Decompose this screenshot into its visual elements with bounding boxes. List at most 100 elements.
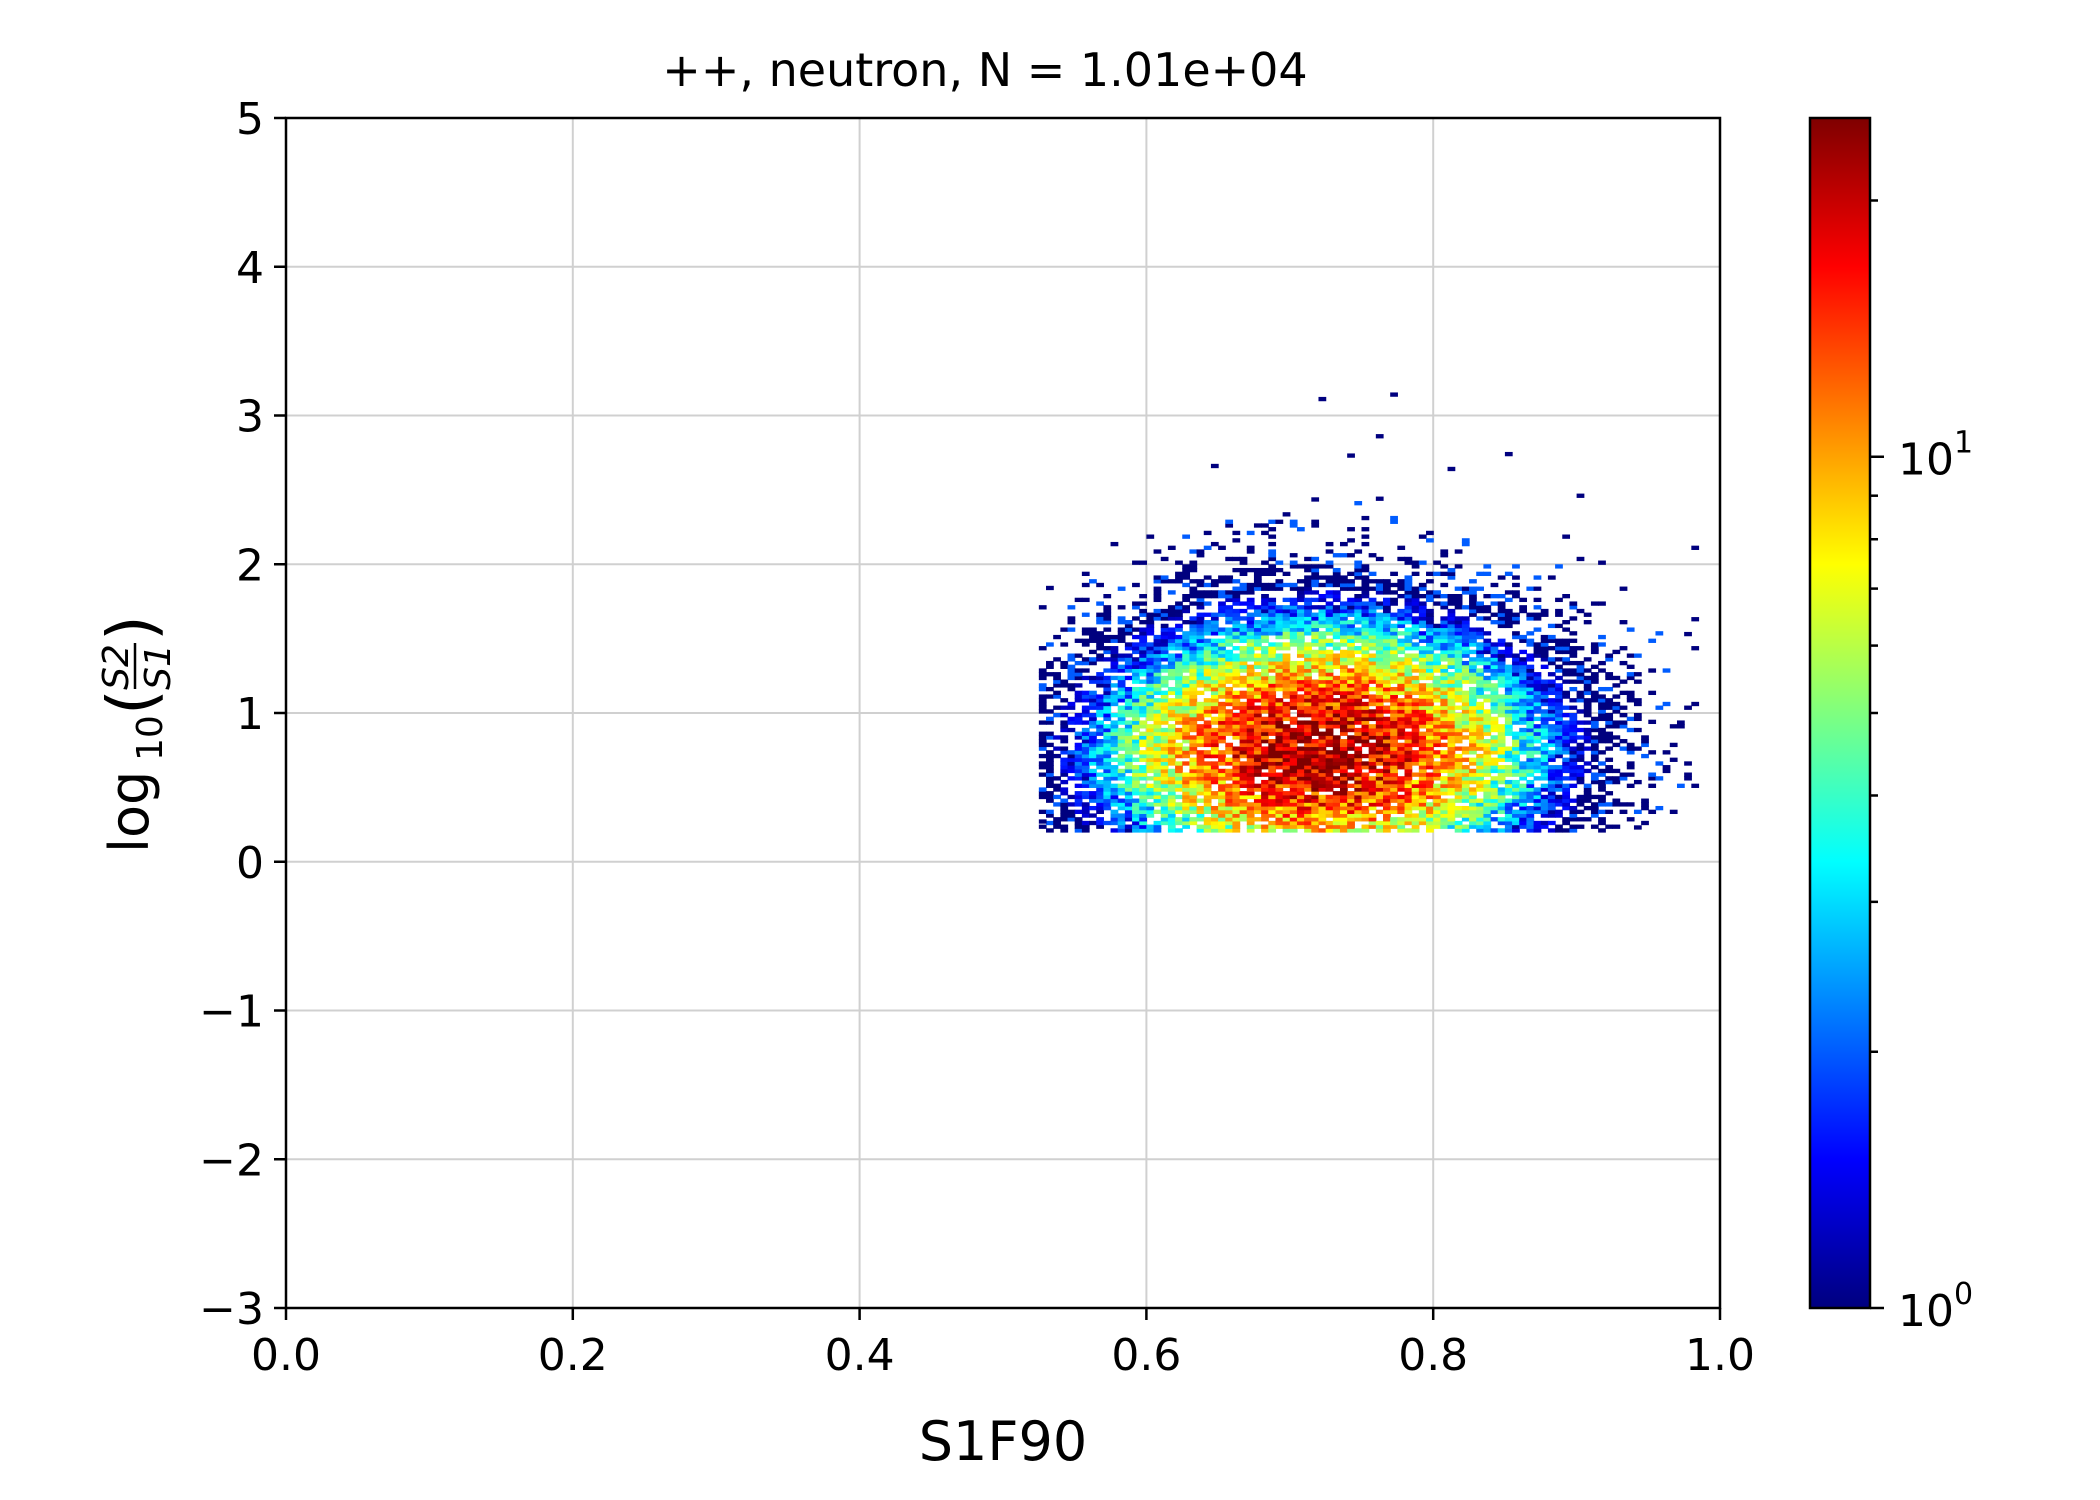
heatmap-cell: [1038, 753, 1047, 759]
heatmap-cell: [1282, 597, 1291, 603]
heatmap-cell: [1268, 631, 1277, 636]
heatmap-cell: [1526, 586, 1535, 591]
heatmap-cell: [1132, 746, 1140, 751]
heatmap-cell: [1210, 820, 1219, 826]
heatmap-cell: [1562, 783, 1571, 788]
heatmap-cell: [1426, 616, 1434, 621]
heatmap-cell: [1454, 776, 1463, 781]
heatmap-cell: [1196, 623, 1205, 629]
heatmap-cell: [1469, 794, 1477, 800]
heatmap-cell: [1555, 813, 1563, 818]
heatmap-cell: [1526, 653, 1535, 658]
heatmap-cell: [1368, 597, 1377, 603]
heatmap-cell: [1239, 701, 1248, 707]
heatmap-cell: [1225, 757, 1234, 762]
heatmap-cell: [1519, 802, 1528, 807]
heatmap-cell: [1433, 750, 1441, 755]
heatmap-cell: [1210, 698, 1219, 703]
heatmap-cell: [1253, 705, 1262, 710]
x-tick-label: 0.6: [1111, 1330, 1181, 1381]
heatmap-cell: [1555, 713, 1563, 718]
heatmap-cell: [1339, 627, 1348, 632]
heatmap-cell: [1512, 653, 1520, 658]
heatmap-cell: [1096, 642, 1104, 647]
heatmap-cell: [1576, 779, 1585, 785]
heatmap-cell: [1411, 620, 1420, 625]
heatmap-cell: [1411, 724, 1420, 729]
heatmap-cell: [1547, 634, 1556, 640]
heatmap-cell: [1497, 787, 1506, 792]
heatmap-cell: [1562, 694, 1571, 699]
heatmap-cell: [1469, 679, 1477, 684]
heatmap-cell: [1060, 739, 1069, 744]
heatmap-cell: [1397, 817, 1406, 822]
heatmap-cell: [1253, 765, 1262, 770]
heatmap-cell: [1103, 750, 1112, 755]
heatmap-cell: [1304, 653, 1312, 658]
heatmap-cell: [1117, 653, 1126, 658]
heatmap-cell: [1261, 809, 1269, 815]
heatmap-cell: [1562, 690, 1571, 696]
heatmap-cell: [1418, 638, 1427, 643]
heatmap-cell: [1626, 783, 1635, 788]
heatmap-cell: [1504, 612, 1513, 617]
heatmap-cell: [1304, 776, 1312, 781]
heatmap-cell: [1146, 761, 1155, 766]
heatmap-cell: [1081, 660, 1090, 666]
heatmap-cell: [1426, 627, 1434, 632]
heatmap-cell: [1354, 746, 1363, 751]
heatmap-cell: [1569, 805, 1578, 811]
heatmap-cell: [1339, 679, 1348, 684]
heatmap-cell: [1332, 746, 1341, 751]
heatmap-cell: [1361, 787, 1370, 792]
heatmap-cell: [1426, 709, 1434, 714]
heatmap-cell: [1296, 779, 1305, 785]
heatmap-cell: [1146, 679, 1155, 684]
heatmap-cell: [1590, 802, 1599, 807]
heatmap-cell: [1282, 646, 1291, 651]
heatmap-cell: [1096, 653, 1104, 658]
heatmap-cell: [1490, 783, 1499, 788]
heatmap-cell: [1289, 672, 1298, 677]
heatmap-cell: [1117, 817, 1126, 822]
heatmap-cell: [1146, 809, 1155, 815]
heatmap-cell: [1189, 631, 1198, 636]
heatmap-cell: [1160, 579, 1169, 584]
heatmap-cell: [1275, 798, 1284, 803]
heatmap-cell: [1268, 679, 1277, 684]
heatmap-cell: [1411, 813, 1420, 818]
heatmap-cell: [1096, 694, 1104, 699]
heatmap-cell: [1605, 724, 1614, 729]
heatmap-cell: [1296, 638, 1305, 643]
heatmap-cell: [1081, 571, 1090, 577]
heatmap-cell: [1175, 779, 1183, 785]
heatmap-cell: [1304, 679, 1312, 684]
heatmap-cell: [1282, 672, 1291, 677]
heatmap-cell: [1239, 560, 1248, 565]
heatmap-cell: [1490, 794, 1499, 800]
heatmap-cell: [1440, 802, 1449, 807]
heatmap-cell: [1218, 813, 1226, 818]
heatmap-cell: [1526, 791, 1535, 796]
heatmap-cell: [1196, 649, 1205, 655]
heatmap-cell: [1390, 653, 1398, 658]
heatmap-cell: [1253, 567, 1262, 573]
heatmap-cell: [1426, 649, 1434, 655]
heatmap-cell: [1390, 761, 1398, 766]
heatmap-cell: [1225, 657, 1234, 662]
heatmap-cell: [1153, 794, 1162, 800]
heatmap-cell: [1433, 646, 1441, 651]
heatmap-cell: [1096, 824, 1104, 829]
heatmap-cell: [1282, 735, 1291, 740]
heatmap-cell: [1547, 776, 1556, 781]
heatmap-cell: [1053, 713, 1061, 718]
heatmap-cell: [1103, 694, 1112, 699]
heatmap-cell: [1404, 828, 1413, 833]
heatmap-cell: [1347, 453, 1355, 458]
heatmap-cell: [1053, 690, 1061, 696]
heatmap-cell: [1426, 720, 1434, 725]
heatmap-cell: [1397, 761, 1406, 766]
heatmap-cell: [1175, 828, 1183, 833]
heatmap-cell: [1648, 638, 1657, 643]
heatmap-cell: [1490, 705, 1499, 710]
